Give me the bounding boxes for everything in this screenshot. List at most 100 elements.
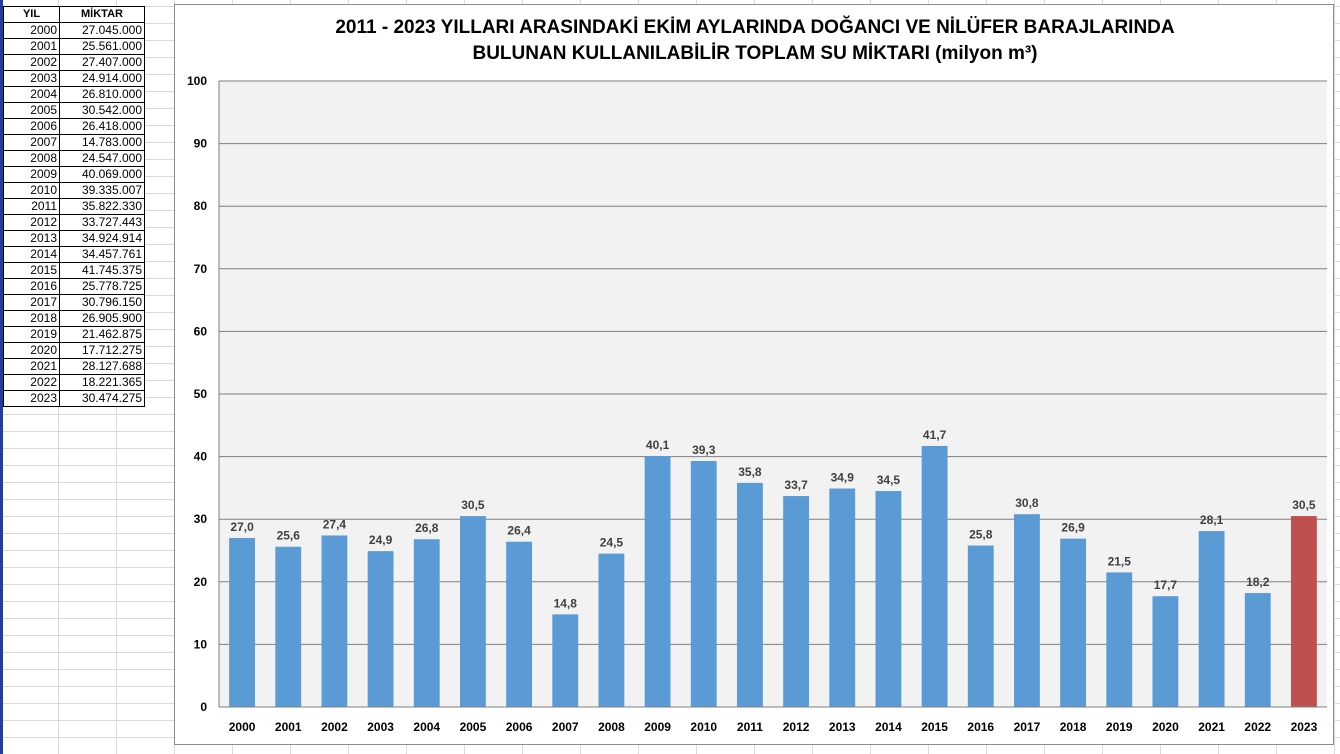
cell-amount[interactable]: 39.335.007 — [59, 182, 145, 199]
bar — [783, 496, 810, 707]
table-row: 2005 30.542.000 — [3, 102, 145, 119]
cell-amount[interactable]: 41.745.375 — [59, 262, 145, 279]
bar — [1244, 593, 1271, 707]
cell-year[interactable]: 2022 — [3, 374, 60, 391]
table-row: 2010 39.335.007 — [3, 182, 145, 199]
cell-amount[interactable]: 18.221.365 — [59, 374, 145, 391]
x-tick-label: 2022 — [1244, 720, 1271, 734]
chart-title-line-1: 2011 - 2023 YILLARI ARASINDAKİ EKİM AYLA… — [335, 17, 1175, 38]
x-tick-label: 2013 — [829, 720, 856, 734]
cell-amount[interactable]: 33.727.443 — [59, 214, 145, 231]
bar — [1106, 572, 1133, 707]
x-tick-label: 2005 — [460, 720, 487, 734]
cell-year[interactable]: 2000 — [3, 22, 60, 39]
cell-amount[interactable]: 26.418.000 — [59, 118, 145, 135]
cell-amount[interactable]: 35.822.330 — [59, 198, 145, 215]
cell-amount[interactable]: 30.542.000 — [59, 102, 145, 119]
cell-amount[interactable]: 30.474.275 — [59, 390, 145, 407]
table-row: 2011 35.822.330 — [3, 198, 145, 215]
cell-year[interactable]: 2014 — [3, 246, 60, 263]
cell-amount[interactable]: 34.457.761 — [59, 246, 145, 263]
x-tick-label: 2018 — [1060, 720, 1087, 734]
cell-year[interactable]: 2020 — [3, 342, 60, 359]
y-tick-label: 100 — [187, 74, 207, 88]
cell-amount[interactable]: 26.810.000 — [59, 86, 145, 103]
cell-year[interactable]: 2002 — [3, 54, 60, 71]
x-tick-label: 2006 — [506, 720, 533, 734]
bar — [598, 553, 625, 707]
table-row: 2006 26.418.000 — [3, 118, 145, 135]
cell-amount[interactable]: 34.924.914 — [59, 230, 145, 247]
table-row: 2007 14.783.000 — [3, 134, 145, 151]
cell-year[interactable]: 2012 — [3, 214, 60, 231]
cell-amount[interactable]: 27.045.000 — [59, 22, 145, 39]
cell-year[interactable]: 2013 — [3, 230, 60, 247]
data-label: 24,5 — [600, 536, 624, 550]
x-tick-label: 2004 — [413, 720, 440, 734]
chart-title-line-2: BULUNAN KULLANILABİLİR TOPLAM SU MİKTARI… — [472, 43, 1038, 64]
column-header-year[interactable]: YIL — [3, 6, 60, 23]
cell-year[interactable]: 2005 — [3, 102, 60, 119]
x-tick-label: 2001 — [275, 720, 302, 734]
y-tick-label: 30 — [194, 512, 208, 526]
column-header-amount[interactable]: MİKTAR — [59, 6, 145, 23]
cell-year[interactable]: 2001 — [3, 38, 60, 55]
x-tick-label: 2008 — [598, 720, 625, 734]
data-table: YIL MİKTAR 2000 27.045.000 2001 25.561.000 2… — [3, 6, 145, 407]
data-label: 41,7 — [923, 428, 947, 442]
bar — [1013, 514, 1040, 707]
cell-amount[interactable]: 21.462.875 — [59, 326, 145, 343]
table-header-row: YIL MİKTAR — [3, 6, 145, 23]
data-label: 34,5 — [877, 473, 901, 487]
bar — [229, 537, 256, 707]
cell-year[interactable]: 2015 — [3, 262, 60, 279]
table-row: 2012 33.727.443 — [3, 214, 145, 231]
table-row: 2002 27.407.000 — [3, 54, 145, 71]
cell-year[interactable]: 2004 — [3, 86, 60, 103]
cell-amount[interactable]: 27.407.000 — [59, 54, 145, 71]
cell-year[interactable]: 2006 — [3, 118, 60, 135]
data-label: 34,9 — [831, 471, 855, 485]
cell-year[interactable]: 2008 — [3, 150, 60, 167]
cell-amount[interactable]: 14.783.000 — [59, 134, 145, 151]
cell-year[interactable]: 2017 — [3, 294, 60, 311]
table-row: 2016 25.778.725 — [3, 278, 145, 295]
x-tick-label: 2017 — [1014, 720, 1041, 734]
y-tick-label: 10 — [194, 637, 208, 651]
chart-container[interactable]: 2011 - 2023 YILLARI ARASINDAKİ EKİM AYLA… — [174, 4, 1334, 745]
data-label: 24,9 — [369, 533, 393, 547]
bar — [413, 539, 440, 707]
cell-year[interactable]: 2003 — [3, 70, 60, 87]
data-label: 30,8 — [1015, 496, 1039, 510]
cell-amount[interactable]: 25.561.000 — [59, 38, 145, 55]
cell-amount[interactable]: 25.778.725 — [59, 278, 145, 295]
cell-year[interactable]: 2021 — [3, 358, 60, 375]
cell-year[interactable]: 2011 — [3, 198, 60, 215]
cell-amount[interactable]: 40.069.000 — [59, 166, 145, 183]
cell-year[interactable]: 2010 — [3, 182, 60, 199]
table-row: 2022 18.221.365 — [3, 374, 145, 391]
sheet-left-border — [0, 0, 3, 754]
bar — [1290, 516, 1317, 707]
cell-year[interactable]: 2019 — [3, 326, 60, 343]
cell-amount[interactable]: 28.127.688 — [59, 358, 145, 375]
cell-year[interactable]: 2009 — [3, 166, 60, 183]
cell-amount[interactable]: 24.547.000 — [59, 150, 145, 167]
cell-year[interactable]: 2007 — [3, 134, 60, 151]
cell-year[interactable]: 2016 — [3, 278, 60, 295]
x-tick-label: 2020 — [1152, 720, 1179, 734]
y-tick-label: 40 — [194, 450, 208, 464]
cell-amount[interactable]: 24.914.000 — [59, 70, 145, 87]
cell-year[interactable]: 2023 — [3, 390, 60, 407]
cell-amount[interactable]: 30.796.150 — [59, 294, 145, 311]
table-row: 2015 41.745.375 — [3, 262, 145, 279]
cell-amount[interactable]: 17.712.275 — [59, 342, 145, 359]
cell-amount[interactable]: 26.905.900 — [59, 310, 145, 327]
table-row: 2023 30.474.275 — [3, 390, 145, 407]
data-label: 14,8 — [554, 596, 578, 610]
cell-year[interactable]: 2018 — [3, 310, 60, 327]
bar — [967, 545, 994, 707]
y-tick-label: 90 — [194, 137, 208, 151]
table-row: 2017 30.796.150 — [3, 294, 145, 311]
data-label: 18,2 — [1246, 575, 1270, 589]
